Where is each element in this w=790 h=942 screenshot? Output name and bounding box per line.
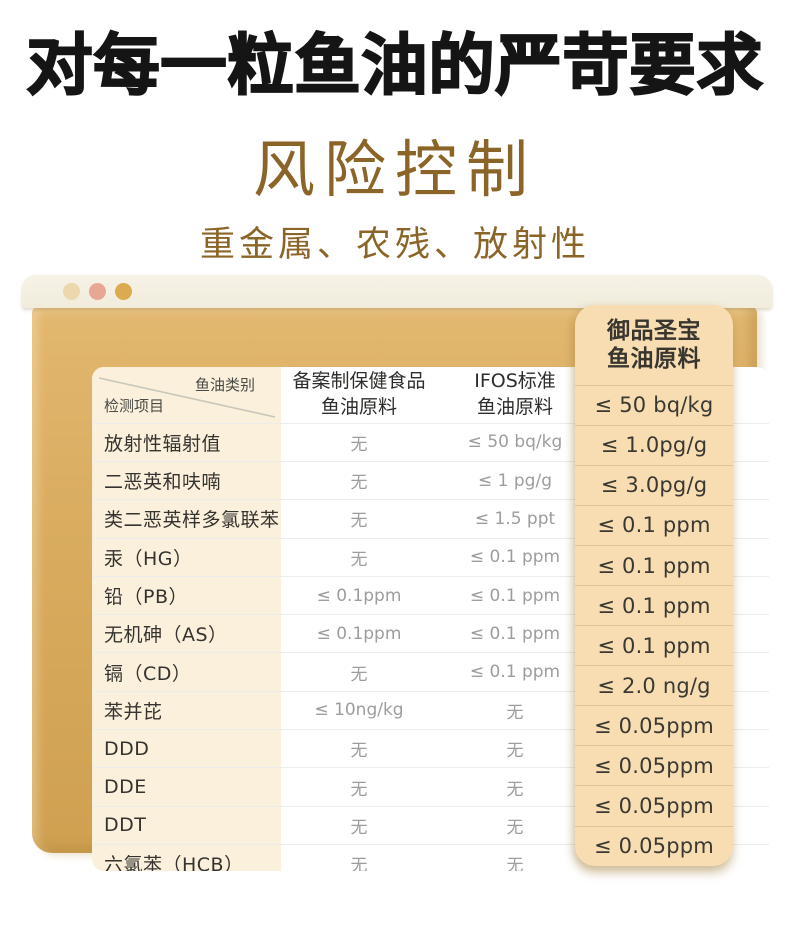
table-body: 放射性辐射值 无 ≤ 50 bq/kg 二恶英和呋喃 无 ≤ 1 pg/g 类二…: [92, 422, 769, 871]
brand-limit-value: ≤ 50 bq/kg: [594, 393, 714, 418]
column-header-line: 鱼油原料: [320, 395, 397, 418]
standard-limit-value: 无: [350, 779, 368, 800]
ifos-limit-value: 无: [506, 817, 524, 838]
brand-column-header: 御品圣宝 鱼油原料: [575, 305, 733, 385]
test-item-label: 放射性辐射值: [92, 423, 281, 461]
standard-limit-value: ≤ 10ng/kg: [314, 700, 404, 721]
window-dot-icon: [89, 282, 106, 300]
test-item-label: 汞（HG）: [92, 538, 281, 576]
table-row: 苯并芘 ≤ 10ng/kg 无: [92, 690, 769, 730]
ifos-limit-value: ≤ 1.5 ppt: [474, 508, 556, 529]
table-row: 无机砷（AS） ≤ 0.1ppm ≤ 0.1 ppm: [92, 614, 769, 653]
standard-limit-value: ≤ 0.1ppm: [316, 623, 402, 644]
brand-limit-value: ≤ 0.1 ppm: [575, 545, 733, 585]
brand-highlight-column: 御品圣宝 鱼油原料 ≤ 50 bq/kg ≤ 1.0pg/g ≤ 3.0pg/g…: [575, 304, 733, 866]
brand-limit-value: ≤ 0.05ppm: [575, 785, 733, 825]
test-item-label: DDE: [92, 768, 281, 806]
brand-limit-value: ≤ 0.05ppm: [575, 745, 733, 785]
comparison-table: 鱼油类别 检测项目 备案制保健食品 鱼油原料 IFOS标准 鱼油原料 放射性辐射…: [92, 366, 769, 871]
test-item-label: 类二恶英样多氯联苯: [92, 500, 281, 538]
ifos-limit-value: ≤ 0.1 ppm: [469, 547, 561, 568]
brand-limit-value: ≤ 0.1 ppm: [575, 625, 733, 665]
ifos-limit-value: ≤ 0.1 ppm: [469, 623, 561, 644]
table-row: 铅（PB） ≤ 0.1ppm ≤ 0.1 ppm: [92, 575, 769, 615]
test-item-label: 六氯苯（HCB）: [92, 844, 281, 871]
column-header-ifos: IFOS标准 鱼油原料: [437, 367, 593, 423]
table-row: 二恶英和呋喃 无 ≤ 1 pg/g: [92, 460, 769, 500]
brand-limit-value: ≤ 1.0pg/g: [575, 424, 733, 465]
table-row: 类二恶英样多氯联苯 无 ≤ 1.5 ppt: [92, 499, 769, 538]
brand-header-line: 鱼油原料: [607, 345, 701, 372]
brand-column-values: ≤ 50 bq/kg ≤ 1.0pg/g ≤ 3.0pg/g ≤ 0.1 ppm…: [575, 384, 733, 866]
standard-limit-value: 无: [350, 549, 368, 570]
standard-limit-value: 无: [350, 817, 368, 838]
window-dot-icon: [115, 282, 132, 300]
section-tagline: 重金属、农残、放射性: [199, 224, 590, 265]
standard-limit-value: 无: [350, 473, 368, 494]
test-item-label: DDT: [92, 806, 281, 844]
brand-limit-value: ≤ 3.0pg/g: [575, 464, 733, 505]
test-item-label: DDD: [92, 730, 281, 768]
header: 对每一粒鱼油的严苛要求 风险控制 重金属、农残、放射性: [0, 27, 790, 267]
ifos-limit-value: ≤ 1 pg/g: [478, 470, 552, 491]
brand-limit-value: ≤ 0.05ppm: [575, 705, 733, 745]
column-header-line: 备案制保健食品: [292, 370, 426, 393]
standard-limit-value: 无: [350, 511, 368, 532]
ifos-limit-value: ≤ 0.1 ppm: [469, 585, 561, 606]
page: 对每一粒鱼油的严苛要求 风险控制 重金属、农残、放射性 鱼油类别 检测项目: [0, 27, 790, 881]
test-item-label: 苯并芘: [92, 691, 281, 730]
test-item-label: 二恶英和呋喃: [92, 461, 281, 500]
table-row: DDD 无 无: [92, 729, 769, 768]
window-titlebar: [22, 274, 772, 308]
ifos-limit-value: 无: [506, 856, 524, 871]
table-row: DDE 无 无: [92, 767, 769, 806]
standard-limit-value: 无: [350, 664, 368, 685]
table-corner-cell: 鱼油类别 检测项目: [92, 366, 281, 423]
table-row: DDT 无 无: [92, 805, 769, 844]
ifos-limit-value: ≤ 0.1 ppm: [469, 662, 561, 683]
corner-label-test-item: 检测项目: [104, 396, 165, 415]
test-item-label: 镉（CD）: [92, 653, 281, 691]
ifos-limit-value: ≤ 50 bq/kg: [467, 432, 563, 453]
table-row: 六氯苯（HCB） 无 无: [92, 843, 769, 871]
diagonal-divider-icon: [98, 376, 276, 418]
standard-limit-value: 无: [350, 741, 368, 762]
column-header-standard: 备案制保健食品 鱼油原料: [281, 367, 437, 423]
table-row: 汞（HG） 无 ≤ 0.1 ppm: [92, 537, 769, 576]
table-row: 镉（CD） 无 ≤ 0.1 ppm: [92, 652, 769, 691]
ifos-limit-value: 无: [506, 779, 524, 800]
section-title: 风险控制: [252, 132, 537, 206]
window-dot-icon: [63, 282, 80, 300]
page-title: 对每一粒鱼油的严苛要求: [26, 27, 764, 104]
column-header-line: 鱼油原料: [476, 395, 553, 418]
brand-limit-value: ≤ 0.05ppm: [575, 825, 733, 866]
table-header-row: 鱼油类别 检测项目 备案制保健食品 鱼油原料 IFOS标准 鱼油原料: [92, 366, 769, 423]
comparison-window: 鱼油类别 检测项目 备案制保健食品 鱼油原料 IFOS标准 鱼油原料 放射性辐射…: [0, 271, 790, 881]
test-item-label: 铅（PB）: [92, 576, 281, 615]
standard-limit-value: 无: [350, 856, 368, 871]
ifos-limit-value: 无: [506, 741, 524, 762]
standard-limit-value: 无: [350, 434, 368, 455]
corner-label-category: 鱼油类别: [194, 375, 255, 394]
brand-header-line: 御品圣宝: [607, 317, 701, 344]
table-row: 放射性辐射值 无 ≤ 50 bq/kg: [92, 422, 769, 461]
brand-limit-value: ≤ 0.1 ppm: [575, 504, 733, 545]
ifos-limit-value: 无: [506, 702, 524, 723]
brand-limit-value: ≤ 2.0 ng/g: [575, 665, 733, 705]
column-header-line: IFOS标准: [474, 370, 556, 393]
standard-limit-value: ≤ 0.1ppm: [316, 585, 402, 606]
test-item-label: 无机砷（AS）: [92, 615, 281, 653]
brand-limit-value: ≤ 0.1 ppm: [575, 585, 733, 625]
